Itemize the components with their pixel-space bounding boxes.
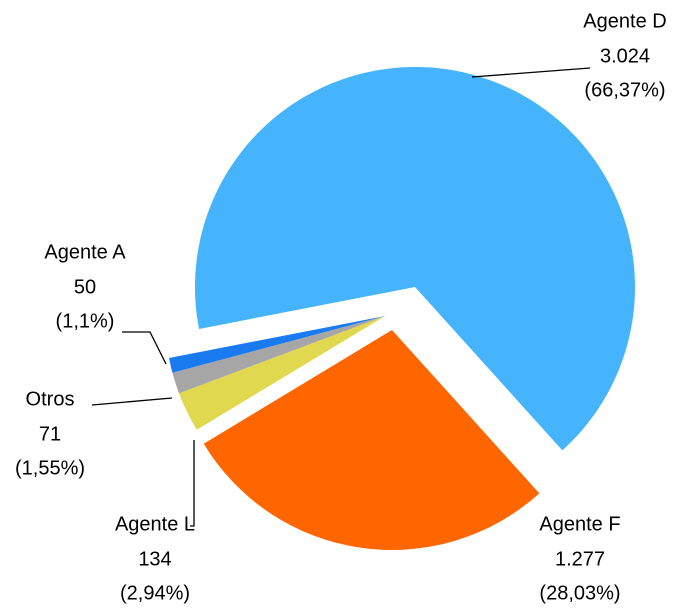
slice-label-percent: (2,94%) bbox=[120, 582, 190, 604]
pie-slice bbox=[203, 330, 540, 550]
slice-label-value: 1.277 bbox=[555, 548, 605, 570]
slice-label-percent: (1,55%) bbox=[15, 457, 85, 479]
slice-label-name: Otros bbox=[26, 388, 75, 410]
slice-label-name: Agente F bbox=[539, 513, 620, 535]
slice-label-value: 3.024 bbox=[600, 45, 650, 67]
slice-label-value: 50 bbox=[74, 276, 96, 298]
pie-slice bbox=[169, 316, 385, 373]
slice-label-value: 71 bbox=[39, 423, 61, 445]
slice-label-name: Agente A bbox=[44, 241, 126, 263]
slice-label-name: Agente L bbox=[115, 513, 195, 535]
leader-line bbox=[471, 67, 591, 78]
leader-line bbox=[122, 331, 167, 365]
slice-label-percent: (1,1%) bbox=[56, 310, 115, 332]
leader-line bbox=[190, 440, 195, 527]
pie-slice bbox=[179, 316, 385, 430]
slice-label-percent: (28,03%) bbox=[539, 582, 620, 604]
pie-slice bbox=[172, 316, 385, 394]
slice-label-name: Agente D bbox=[583, 10, 666, 32]
leader-line bbox=[91, 397, 173, 406]
slice-label-value: 134 bbox=[138, 548, 171, 570]
slice-label-percent: (66,37%) bbox=[584, 79, 665, 101]
pie-slice bbox=[195, 66, 636, 451]
